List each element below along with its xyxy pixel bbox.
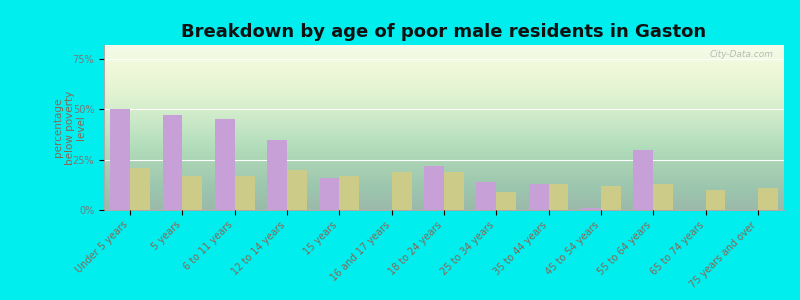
Bar — [706, 190, 726, 210]
Bar — [234, 176, 254, 210]
Bar — [758, 188, 778, 210]
Bar — [287, 170, 307, 210]
Bar — [182, 176, 202, 210]
Bar — [549, 184, 569, 210]
Bar — [496, 192, 516, 210]
Y-axis label: percentage
below poverty
level: percentage below poverty level — [54, 90, 86, 165]
Text: City-Data.com: City-Data.com — [710, 50, 774, 59]
Bar — [424, 166, 444, 210]
Bar — [601, 186, 621, 210]
Bar — [392, 172, 411, 210]
Bar — [130, 168, 150, 210]
Title: Breakdown by age of poor male residents in Gaston: Breakdown by age of poor male residents … — [182, 23, 706, 41]
Bar — [581, 208, 601, 210]
Bar — [339, 176, 359, 210]
Bar — [529, 184, 549, 210]
Bar — [477, 182, 496, 210]
Bar — [267, 140, 287, 210]
Bar — [634, 150, 654, 210]
Bar — [110, 110, 130, 210]
Bar — [162, 116, 182, 210]
Bar — [654, 184, 673, 210]
Bar — [444, 172, 464, 210]
Bar — [319, 178, 339, 210]
Bar — [215, 119, 234, 210]
